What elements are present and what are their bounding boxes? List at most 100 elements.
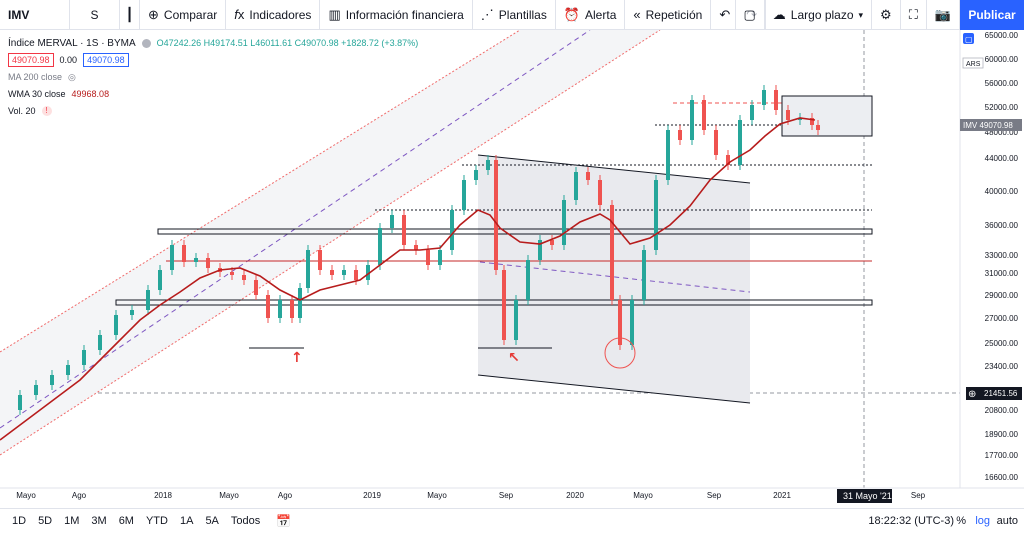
candle-body: [690, 100, 694, 140]
price-tick-label: 18900.00: [985, 430, 1019, 439]
candle-body: [114, 315, 118, 335]
price-tick-label: 33000.00: [985, 251, 1019, 260]
time-tick-label: Mayo: [16, 491, 36, 500]
candle-body: [786, 110, 790, 120]
time-tick-label: Sep: [499, 491, 514, 500]
percent-toggle[interactable]: %: [956, 515, 966, 527]
time-tick-label: Mayo: [427, 491, 447, 500]
range-button[interactable]: 1A: [179, 515, 194, 527]
candle-body: [278, 300, 282, 318]
expand-icon: ⛶: [908, 7, 918, 22]
range-button[interactable]: 5A: [205, 515, 219, 527]
range-button[interactable]: 1M: [64, 515, 80, 527]
replay-button[interactable]: « Repetición: [625, 0, 712, 30]
candle-body: [378, 228, 382, 265]
range-button[interactable]: YTD: [145, 515, 168, 527]
legend-title[interactable]: Índice MERVAL · 1S · BYMA: [8, 37, 136, 49]
currency-badge[interactable]: ARS: [966, 61, 981, 68]
candle-body: [254, 280, 258, 295]
legend-ma200-row: MA 200 close ◎: [8, 69, 418, 85]
fullscreen-layout-button[interactable]: ▢: [734, 0, 765, 30]
candle-body: [194, 258, 198, 262]
redo-button[interactable]: ↷: [738, 0, 767, 30]
candles-icon: ┃: [125, 6, 134, 22]
candle-body: [486, 160, 490, 170]
candle-body: [146, 290, 150, 310]
candle-body: [266, 295, 270, 318]
sell-price-box[interactable]: 49070.98: [8, 53, 54, 67]
auto-toggle[interactable]: auto: [996, 515, 1018, 527]
candle-body: [298, 288, 302, 318]
templates-button[interactable]: ⋰ Plantillas: [473, 0, 556, 30]
date-range-icon[interactable]: 📅: [276, 514, 292, 528]
crosshair-date-label: 31 Mayo '21: [843, 491, 892, 501]
legend-symbol-row: Índice MERVAL · 1S · BYMA O47242.26 H491…: [8, 35, 418, 51]
arrow-up-left-icon: ↖: [508, 350, 520, 366]
candle-body: [762, 90, 766, 105]
warning-icon[interactable]: !: [41, 106, 52, 116]
candle-body: [230, 272, 234, 275]
ma200-label[interactable]: MA 200 close: [8, 72, 63, 82]
symbol-search[interactable]: IMV: [0, 0, 70, 30]
log-toggle[interactable]: log: [975, 515, 990, 527]
chart-pane[interactable]: ↑ ↖ 65000.00 60000.00 56000.00 52000.00 4800…: [0, 30, 1024, 508]
candle-body: [98, 335, 102, 350]
range-button[interactable]: 1D: [12, 515, 27, 527]
price-tick-label: 52000.00: [985, 103, 1019, 112]
time-tick-label: 2020: [566, 491, 584, 500]
candle-body: [50, 375, 54, 385]
fullscreen-button[interactable]: ⛶: [901, 0, 927, 30]
range-button[interactable]: 5D: [38, 515, 53, 527]
legend-vol-row: Vol. 20 !: [8, 103, 418, 119]
candle-body: [816, 125, 820, 130]
publish-button[interactable]: Publicar: [960, 0, 1024, 30]
undo-button[interactable]: ↶: [711, 0, 738, 30]
descending-channel-bottom: [477, 374, 751, 404]
financials-button[interactable]: ▥ Información financiera: [320, 0, 473, 30]
candle-body: [18, 395, 22, 410]
candle-body: [538, 240, 542, 260]
range-button[interactable]: Todos: [230, 515, 261, 527]
price-tick-label: 25000.00: [985, 339, 1019, 348]
add-alert-plus-icon[interactable]: ⊕: [968, 389, 976, 400]
alert-button[interactable]: ⏰ Alerta: [556, 0, 626, 30]
candle-body: [526, 260, 530, 300]
channel-lower-line: [0, 30, 661, 456]
scale-lock-button[interactable]: [963, 33, 974, 44]
candle-body: [598, 180, 602, 205]
interval-button[interactable]: S: [70, 0, 120, 30]
candle-body: [714, 130, 718, 155]
candle-body: [514, 300, 518, 340]
candle-body: [426, 250, 430, 265]
legend-ohlc: O47242.26 H49174.51 L46011.61 C49070.98 …: [156, 38, 419, 48]
chart-canvas[interactable]: ↑ ↖ 65000.00 60000.00 56000.00 52000.00 4800…: [0, 30, 1024, 508]
price-tick-label: 60000.00: [985, 55, 1019, 64]
chart-style-button[interactable]: ┃: [120, 0, 140, 30]
snapshot-button[interactable]: 📷: [927, 0, 960, 30]
range-button[interactable]: 3M: [91, 515, 107, 527]
layout-name-button[interactable]: ☁ Largo plazo ▾: [765, 0, 873, 30]
buy-price-box[interactable]: 49070.98: [83, 53, 129, 67]
crosshair-date-bg: [837, 489, 892, 503]
wma30-value: 49968.08: [71, 89, 110, 99]
time-tick-label: 2019: [363, 491, 381, 500]
eye-hidden-icon[interactable]: ◎: [68, 71, 76, 82]
price-tick-label: 17700.00: [985, 451, 1019, 460]
compare-button[interactable]: ⊕ Comparar: [140, 0, 227, 30]
clock-label[interactable]: 18:22:32 (UTC-3): [868, 515, 954, 527]
volume-label[interactable]: Vol. 20: [8, 106, 36, 116]
wma-30-line: [0, 117, 816, 441]
range-button[interactable]: 6M: [118, 515, 134, 527]
candle-body: [630, 300, 634, 345]
scale-icon: ▢: [965, 35, 973, 44]
settings-button[interactable]: ⚙: [872, 0, 901, 30]
candle-body: [738, 120, 742, 165]
time-tick-label: 2021: [773, 491, 791, 500]
support-zone-28500: [115, 299, 873, 306]
indicators-button[interactable]: fx Indicadores: [226, 0, 321, 30]
price-tick-label: 56000.00: [985, 79, 1019, 88]
bottom-circle-annotation: [604, 337, 636, 369]
candle-body: [290, 300, 294, 318]
wma30-label[interactable]: WMA 30 close: [8, 89, 66, 99]
candles-group: [18, 85, 820, 415]
